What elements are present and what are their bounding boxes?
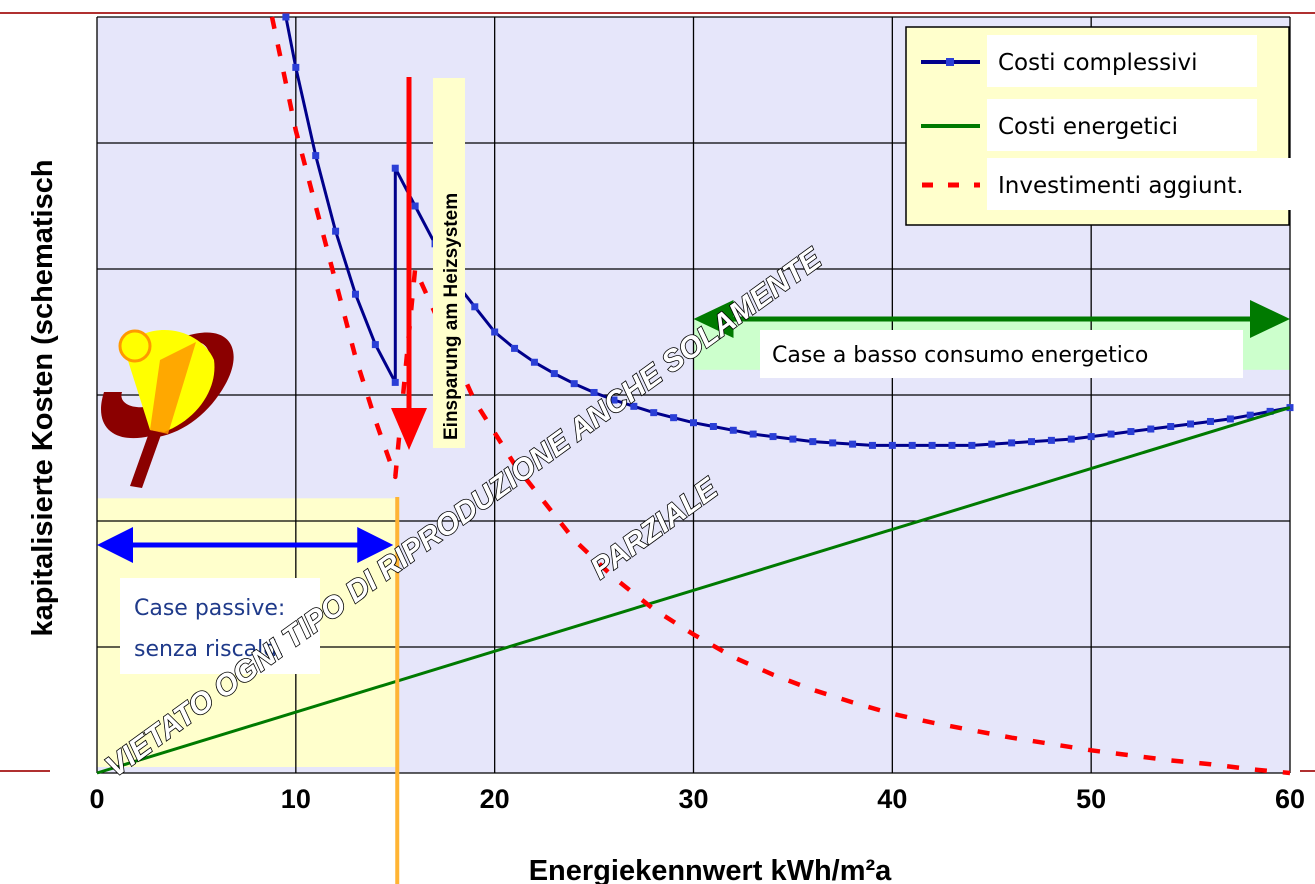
data-point: [391, 378, 399, 386]
y-axis-title: kapitalisierte Kosten (schematisch: [27, 159, 59, 636]
savings-label: Einsparung am Heizsystem: [441, 193, 462, 440]
logo-ray: [150, 342, 196, 434]
data-point: [968, 441, 976, 449]
passive-label-line1: Case passive:: [134, 596, 285, 621]
data-point: [1266, 407, 1274, 415]
x-tick-label: 10: [281, 784, 311, 814]
data-point: [371, 341, 379, 349]
legend-label-box: [987, 35, 1257, 87]
passive-arrow-head-left: [97, 527, 133, 563]
legend-label-box: [987, 158, 1298, 210]
passive-arrow-head-right: [357, 527, 394, 563]
data-point: [282, 13, 290, 21]
data-point: [1206, 417, 1214, 425]
data-point: [630, 402, 638, 410]
legend-label-0: Costi complessivi: [998, 50, 1197, 76]
legend-label-1: Costi energetici: [998, 114, 1178, 140]
data-point: [769, 433, 777, 441]
passivhaus-logo-icon: [101, 329, 234, 488]
data-point: [690, 419, 697, 427]
data-point: [849, 440, 857, 448]
data-point: [1107, 430, 1115, 438]
legend-label-2: Investimenti aggiunt.: [998, 173, 1244, 199]
data-point: [729, 426, 737, 434]
logo-sun: [118, 329, 152, 363]
savings-arrow-head: [391, 408, 427, 450]
data-point: [670, 414, 678, 422]
data-point: [1067, 435, 1075, 443]
data-point: [292, 63, 300, 71]
data-point: [749, 430, 757, 438]
legend-label-box: [987, 99, 1257, 151]
data-point: [908, 441, 916, 449]
data-point: [1008, 439, 1016, 447]
low-energy-arrow-head-left: [693, 300, 734, 338]
data-point: [829, 439, 837, 447]
data-point: [590, 388, 598, 396]
data-point: [550, 370, 558, 378]
data-point: [1226, 415, 1234, 423]
data-point: [1047, 436, 1055, 444]
data-point: [312, 152, 320, 160]
data-point: [948, 441, 956, 449]
logo-stem: [130, 430, 162, 488]
data-point: [1127, 428, 1135, 436]
series-line-1: [96, 406, 1291, 775]
data-point: [1147, 425, 1155, 433]
low-energy-label-box: [760, 330, 1243, 378]
data-point: [1167, 423, 1175, 430]
x-axis-title: Energiekennwert kWh/m²a: [529, 855, 892, 884]
x-tick-label: 20: [480, 784, 510, 814]
data-point: [988, 440, 996, 448]
data-point: [332, 227, 340, 235]
legend-marker: [946, 58, 954, 66]
logo-left-ring: [101, 392, 160, 439]
data-point: [928, 441, 936, 449]
data-point: [888, 441, 896, 449]
data-point: [411, 202, 419, 210]
savings-label-box: [433, 78, 465, 448]
x-tick-label: 30: [678, 784, 708, 814]
data-point: [391, 164, 399, 172]
data-point: [650, 409, 658, 417]
x-tick-label: 40: [877, 784, 907, 814]
passive-label-line2: senza riscald.: [134, 637, 284, 662]
data-point: [471, 303, 479, 311]
low-energy-arrow-head-right: [1250, 300, 1290, 338]
passive-label-box: [120, 578, 320, 674]
data-point: [809, 438, 817, 446]
data-point: [1087, 433, 1095, 441]
low-energy-label: Case a basso consumo energetico: [772, 343, 1148, 368]
data-point: [351, 290, 359, 298]
x-tick-label: 0: [89, 784, 104, 814]
data-point: [868, 441, 876, 449]
data-point: [1187, 420, 1195, 428]
data-point: [511, 344, 519, 352]
data-point: [1028, 438, 1036, 446]
data-point: [491, 328, 499, 336]
x-tick-label: 50: [1076, 784, 1106, 814]
data-point: [530, 358, 538, 366]
data-point: [1246, 411, 1254, 419]
data-point: [709, 423, 717, 430]
x-tick-label: 60: [1275, 784, 1305, 814]
data-point: [570, 380, 578, 388]
data-point: [789, 435, 797, 443]
data-point: [610, 396, 618, 404]
